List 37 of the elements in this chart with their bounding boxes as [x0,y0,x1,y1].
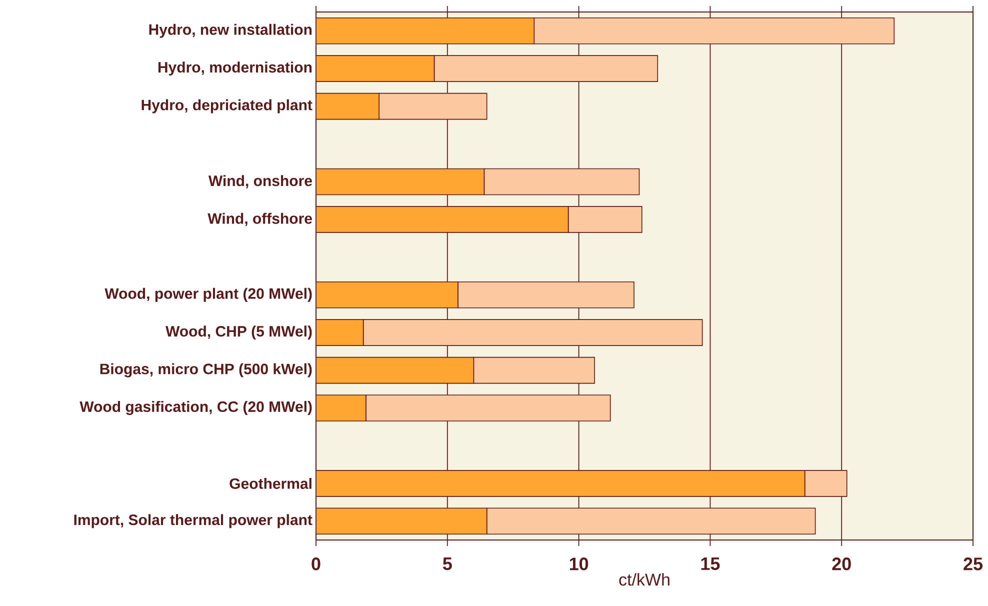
x-tick-label: 5 [442,558,452,570]
bar [316,168,485,196]
bar [316,17,535,44]
bar [484,168,640,196]
bar [378,92,488,120]
y-tick-label: Wood, CHP (5 MWel) [166,326,312,340]
x-tick-label: 15 [701,558,720,570]
bar [568,206,642,233]
y-tick-label: Import, Solar thermal power plant [74,514,312,528]
x-tick-label: 10 [570,558,588,570]
y-tick-label: Wind, offshore [208,212,312,226]
y-tick-label: Hydro, depriciated plant [142,99,312,114]
x-tick-label: 20 [832,558,851,570]
y-tick-label: Wood, power plant (20 MWel) [104,288,312,302]
bar [316,206,569,233]
bar [458,281,634,308]
y-tick-label: Biogas, micro CHP (500 kWel) [100,363,312,378]
bar [316,394,366,422]
y-tick-label: Hydro, new installation [149,24,312,38]
y-tick-label: Geothermal [230,478,312,489]
bar [473,356,595,384]
bar [316,508,488,535]
bar [362,319,703,346]
x-tick-label: 0 [312,558,320,570]
bar [366,394,611,422]
bar [316,470,806,497]
x-tick-label: 25 [964,558,983,570]
x-axis-title: ct/kWh [619,573,670,586]
y-tick-label: Hydro, modernisation [158,62,312,76]
bar [434,55,658,82]
bar [316,281,458,308]
bar [316,55,435,82]
bar [316,319,364,346]
bar [316,92,380,120]
bar [316,356,474,384]
y-tick-label: Wind, onshore [208,175,312,188]
y-tick-label: Wood gasification, CC (20 MWel) [80,400,312,416]
